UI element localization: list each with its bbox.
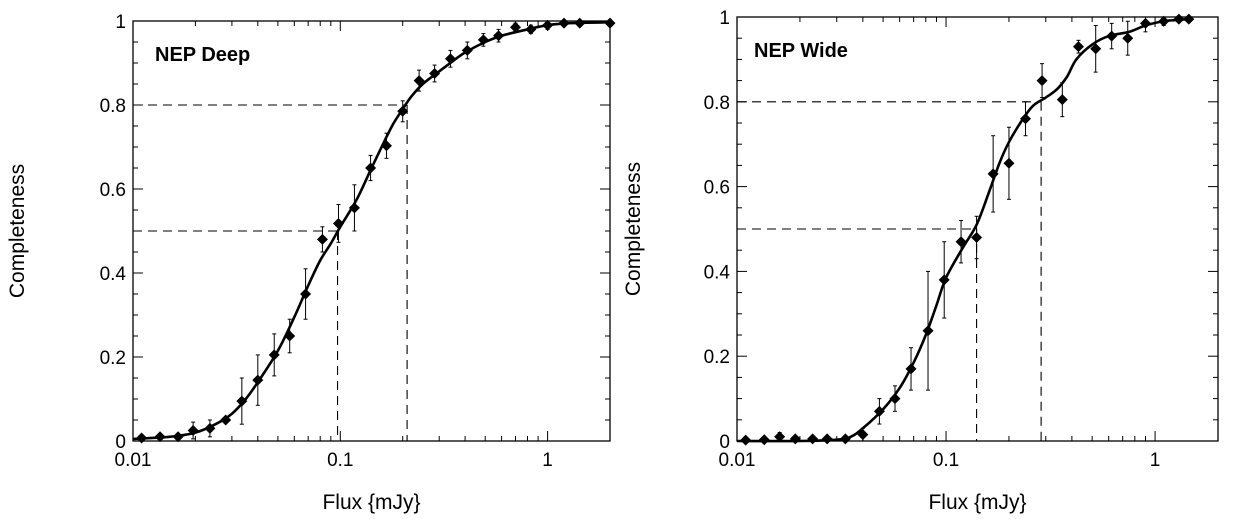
y-axis-title: Completeness: [6, 164, 29, 298]
data-point: [397, 105, 409, 117]
data-point: [1183, 13, 1195, 25]
y-tick-label: 0.2: [100, 348, 126, 369]
data-point: [509, 21, 521, 33]
x-axis-title: Flux {mJy}: [322, 491, 420, 514]
data-point: [821, 433, 833, 445]
data-point: [429, 68, 441, 79]
data-point: [789, 433, 801, 445]
data-point: [300, 288, 312, 300]
data-point: [873, 405, 885, 417]
fit-curve: [132, 20, 611, 441]
panel-nep-wide: 0.01 0.1 1 0 0.2 0.4 0.6 0.8 1 Flux {mJy} Complete…: [622, 8, 1219, 514]
plot-frame: [132, 20, 611, 442]
data-point: [1140, 17, 1152, 29]
x-axis-title: Flux {mJy}: [928, 491, 1026, 514]
data-point: [284, 330, 296, 342]
data-point: [268, 349, 280, 361]
y-tick-label: 1: [115, 12, 126, 33]
data-point: [955, 236, 967, 248]
y-tick-label: 0: [719, 432, 730, 453]
data-point: [807, 433, 819, 445]
data-point: [332, 217, 344, 229]
data-point: [542, 19, 554, 31]
data-point: [172, 431, 184, 443]
data-point: [857, 429, 869, 441]
data-point: [1158, 15, 1170, 27]
plot-frame: [736, 16, 1219, 442]
data-point: [1020, 113, 1032, 125]
y-tick-label: 0.4: [704, 262, 731, 283]
data-point: [604, 17, 616, 29]
data-point: [1036, 75, 1048, 87]
data-point: [1122, 32, 1134, 44]
data-point: [1173, 13, 1185, 25]
data-point: [987, 168, 999, 180]
x-tick-label: 0.01: [115, 450, 152, 471]
data-point: [740, 434, 752, 446]
x-tick-label: 1: [1150, 450, 1161, 471]
data-point: [905, 363, 917, 375]
data-point: [154, 431, 166, 443]
data-point: [187, 425, 199, 436]
y-tick-label: 0.2: [704, 347, 730, 368]
data-point: [774, 431, 786, 443]
data-point: [1106, 30, 1118, 42]
data-point: [477, 34, 489, 46]
data-point: [922, 325, 934, 337]
data-point: [558, 17, 570, 29]
fit-curve: [736, 17, 1189, 443]
data-point: [136, 432, 148, 444]
data-point: [444, 53, 456, 65]
data-point: [461, 44, 473, 56]
x-tick-label: 0.1: [933, 450, 959, 471]
data-point: [365, 162, 377, 174]
data-point: [348, 202, 360, 214]
x-tick-label: 0.1: [327, 450, 353, 471]
data-point: [758, 434, 770, 446]
y-tick-label: 0.4: [100, 264, 127, 285]
data-point: [204, 422, 216, 434]
data-point: [1056, 94, 1068, 106]
panel-nep-deep: 0.01 0.1 1 0 0.2 0.4 0.6 0.8 1 Flux {mJy} Complete…: [6, 12, 616, 514]
data-point: [316, 233, 328, 245]
data-point: [938, 274, 950, 286]
data-point: [252, 374, 264, 386]
panel-title: NEP Deep: [155, 44, 250, 66]
y-tick-label: 0.8: [704, 93, 730, 114]
y-tick-label: 0: [115, 432, 126, 453]
data-point: [493, 30, 505, 42]
data-point: [236, 395, 248, 407]
data-point: [1003, 157, 1015, 169]
y-tick-label: 0.6: [100, 180, 126, 201]
data-point: [525, 23, 537, 35]
x-tick-label: 1: [542, 450, 553, 471]
data-point: [574, 17, 586, 29]
data-point: [1090, 43, 1102, 55]
data-point: [839, 433, 851, 445]
y-axis-title: Completeness: [622, 162, 645, 296]
y-tick-label: 1: [719, 8, 730, 29]
y-tick-label: 0.8: [100, 96, 126, 117]
x-tick-label: 0.01: [719, 450, 756, 471]
data-point: [413, 75, 425, 87]
panel-title: NEP Wide: [754, 40, 848, 62]
y-tick-label: 0.6: [704, 178, 730, 199]
data-point: [971, 231, 983, 243]
data-point: [1072, 41, 1084, 53]
data-point: [220, 414, 232, 426]
data-point: [380, 140, 392, 152]
data-point: [889, 393, 901, 405]
